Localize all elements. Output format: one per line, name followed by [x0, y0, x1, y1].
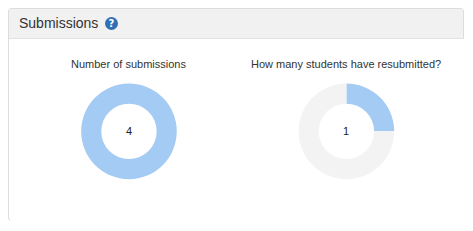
svg-text:Number of submissions: Number of submissions — [71, 58, 186, 70]
svg-text:1: 1 — [343, 125, 349, 137]
html-text:Submissions: Submissions — [19, 15, 99, 31]
svg-text:How many students have resubmi: How many students have resubmitted? — [251, 58, 441, 70]
svg-text:4: 4 — [126, 125, 132, 137]
